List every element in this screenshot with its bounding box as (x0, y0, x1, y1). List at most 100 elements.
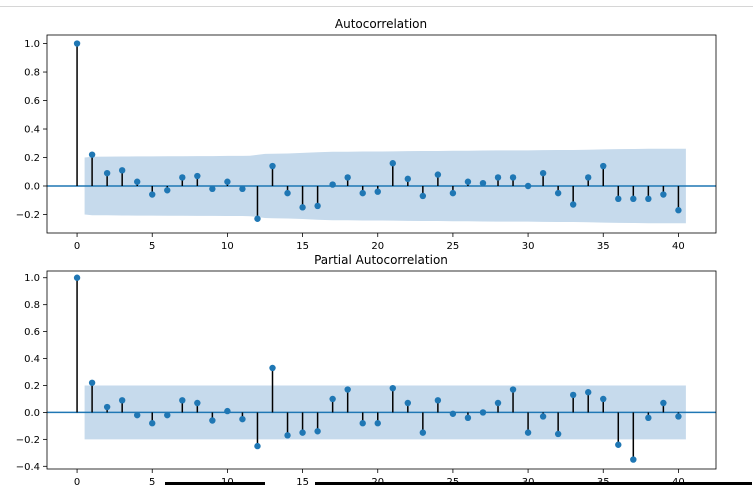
stem-marker (585, 389, 592, 396)
stem-marker (194, 172, 201, 180)
x-tick-label: 0 (74, 477, 80, 486)
scrollbar-thumb-left[interactable] (165, 482, 265, 485)
stem-marker (209, 185, 216, 193)
x-tick-label: 5 (149, 241, 155, 252)
stem-marker (269, 162, 276, 170)
stem-marker (615, 195, 622, 203)
x-tick-label: 30 (522, 241, 535, 252)
stem-marker (479, 179, 487, 187)
x-tick-label: 5 (149, 477, 155, 486)
stem-marker (88, 151, 96, 158)
window-top-border (0, 0, 753, 7)
x-tick-label: 40 (672, 241, 685, 252)
stem-marker (299, 429, 306, 436)
stem-marker (404, 399, 412, 407)
x-tick-label: 15 (296, 241, 309, 252)
y-tick-label: −0.4 (16, 462, 40, 473)
y-tick-label: 0.2 (24, 153, 40, 164)
stem-marker (524, 182, 532, 190)
x-tick-label: 40 (672, 477, 685, 486)
y-tick-label: 0.2 (24, 381, 40, 392)
stem-marker (494, 399, 502, 407)
chart-title: Autocorrelation (335, 17, 427, 31)
y-tick-label: 0.8 (24, 300, 40, 311)
stem-marker (554, 430, 562, 438)
stem-marker (434, 171, 442, 178)
x-tick-label: 0 (74, 241, 80, 252)
x-tick-label: 30 (522, 477, 535, 486)
acf-panel: 0 5 10 15 20 25 30 35 40 −0.2 0.0 0.2 0.4 0.6 0.8 1.0 Au… (16, 17, 717, 252)
stem-marker (539, 413, 547, 420)
x-tick-label: 10 (221, 241, 234, 252)
stem-marker (254, 215, 261, 222)
y-tick-label: −0.2 (16, 435, 40, 446)
stem-marker (434, 397, 442, 404)
stem-marker (269, 364, 276, 372)
axes-frame (46, 270, 717, 470)
axes-frame (46, 34, 717, 234)
stem-marker (600, 395, 607, 403)
stem-marker (464, 414, 472, 422)
stem-marker (464, 178, 472, 185)
y-tick-label: 0.6 (24, 327, 40, 338)
scrollbar-thumb-right[interactable] (315, 482, 752, 485)
stem-marker (419, 192, 427, 200)
stem-marker (675, 207, 682, 214)
stem-marker (239, 185, 246, 193)
stem-marker (254, 442, 261, 450)
stem-marker (615, 441, 622, 448)
x-tick-label: 25 (447, 477, 460, 486)
x-tick-label: 20 (371, 241, 384, 252)
x-tick-label: 15 (296, 477, 309, 486)
stem-marker (73, 274, 81, 281)
stem-marker (539, 169, 547, 177)
y-tick-label: 0.6 (24, 96, 40, 107)
y-tick-label: 0.0 (24, 181, 40, 192)
stem-marker (359, 189, 366, 197)
stem-marker (179, 174, 186, 181)
stem-marker (224, 178, 231, 185)
pacf-panel: 0 5 10 15 20 25 30 35 40 −0.4 −0.2 0.0 0.2 0.4 0.6 0.8 1… (16, 253, 717, 486)
stem-marker (164, 187, 171, 194)
y-tick-label: 0.4 (24, 354, 40, 365)
stem-marker (118, 397, 126, 404)
stem-marker (524, 429, 532, 436)
stem-marker (329, 395, 336, 403)
y-tick-label: 0.4 (24, 125, 40, 136)
stem-marker (344, 386, 351, 393)
stem-marker (374, 420, 381, 427)
stem-marker (103, 403, 111, 411)
x-tick-label: 10 (221, 477, 234, 486)
stem-marker (118, 167, 126, 174)
stem-marker (494, 174, 502, 181)
stem-marker (149, 420, 156, 427)
stem-marker (509, 174, 517, 181)
stem-marker (209, 417, 216, 424)
stem-marker (660, 191, 667, 198)
stem-marker (284, 189, 291, 197)
stem-marker (284, 432, 291, 439)
stem-marker (194, 399, 201, 407)
stem-marker (569, 391, 577, 399)
stem-marker (329, 181, 336, 188)
y-tick-label: −0.2 (16, 210, 40, 221)
stem-marker (73, 40, 81, 47)
stem-marker (299, 204, 306, 211)
stem-marker (675, 413, 682, 420)
stem-marker (645, 414, 652, 422)
stem-marker (630, 195, 637, 203)
chart-title: Partial Autocorrelation (314, 253, 448, 267)
horizontal-scrollbar[interactable] (165, 482, 752, 485)
stem-marker (509, 386, 517, 393)
stem-marker (449, 410, 457, 417)
x-tick-label: 25 (447, 241, 460, 252)
stem-marker (389, 160, 396, 167)
stem-marker (134, 178, 141, 185)
stem-marker (660, 399, 667, 407)
stem-marker (314, 202, 321, 210)
stem-marker (569, 201, 577, 208)
stem-marker (554, 189, 562, 197)
x-tick-label: 20 (371, 477, 384, 486)
stem-marker (239, 415, 246, 423)
